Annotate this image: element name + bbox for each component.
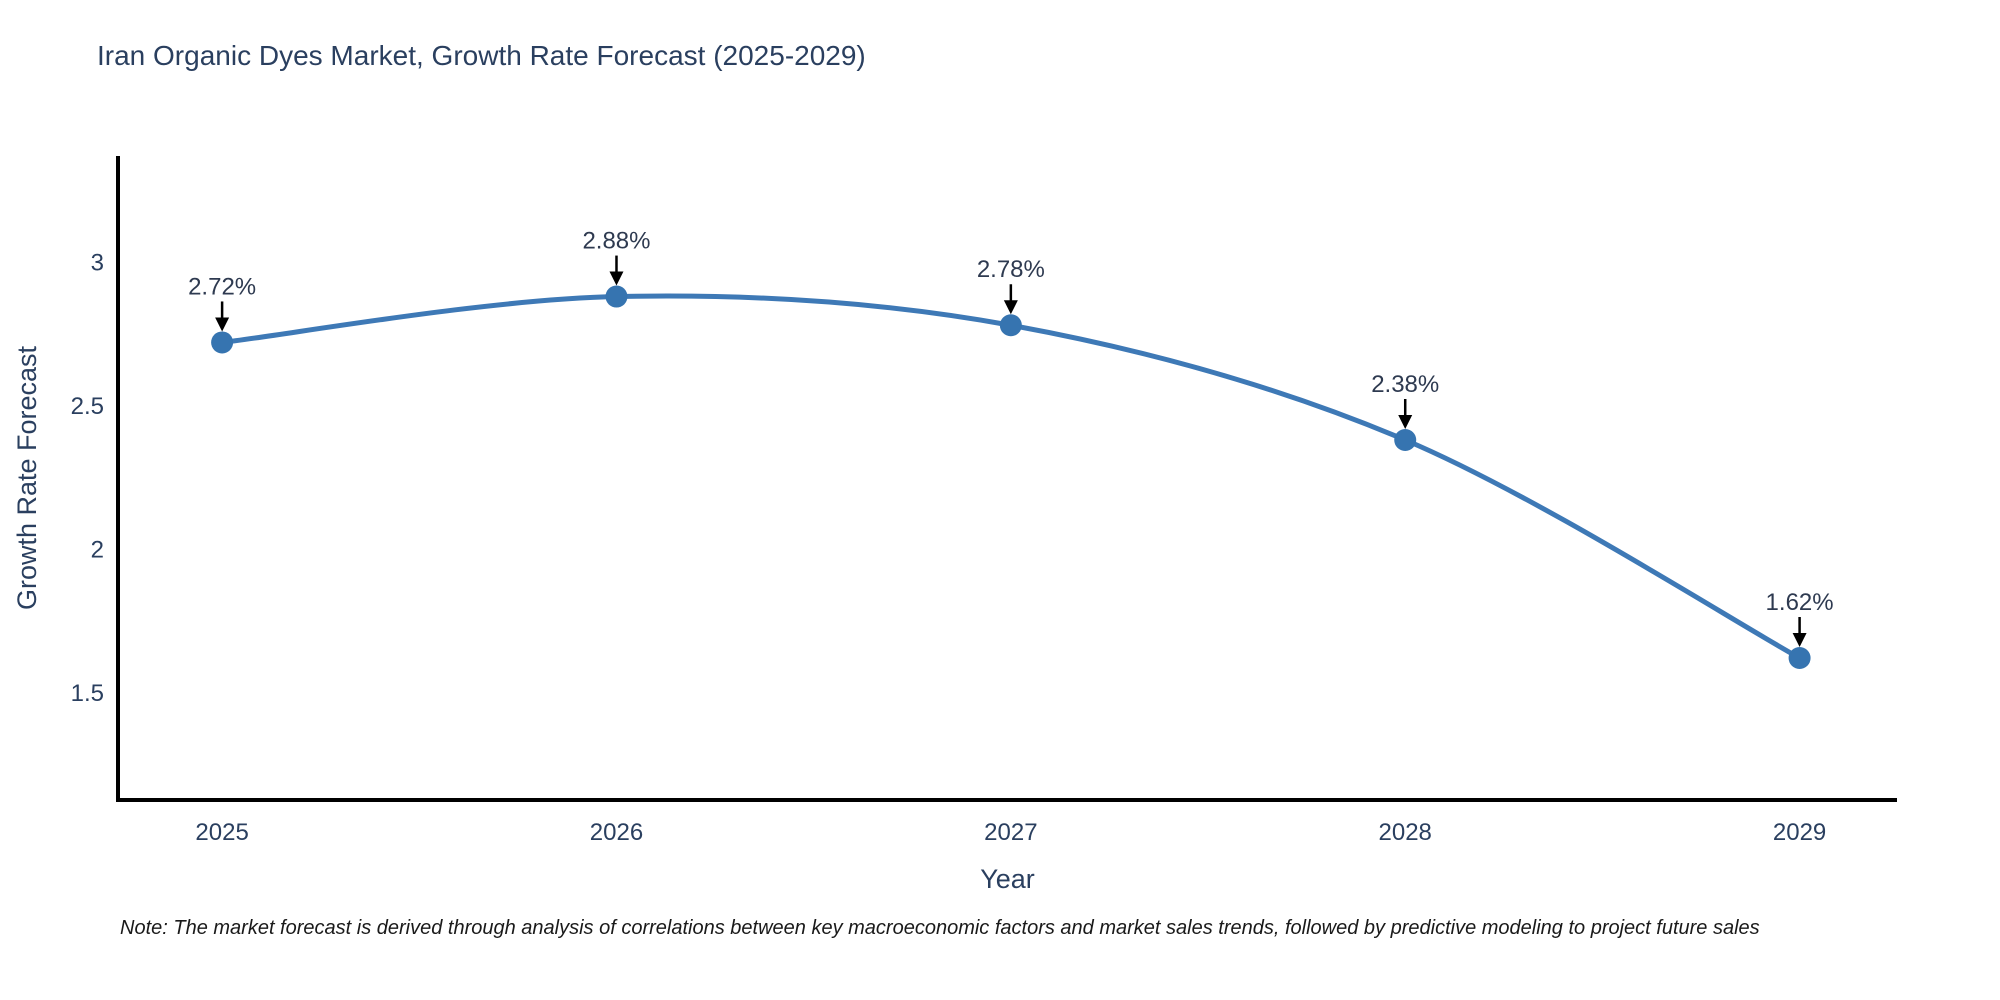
annotation-label: 2.72%: [188, 273, 256, 300]
chart-footnote: Note: The market forecast is derived thr…: [120, 917, 1760, 939]
annotation-label: 1.62%: [1766, 589, 1834, 616]
y-axis-title: Growth Rate Forecast: [12, 345, 42, 610]
series-line: [219, 293, 1803, 661]
x-tick-label: 2026: [590, 819, 643, 846]
chart-title: Iran Organic Dyes Market, Growth Rate Fo…: [97, 40, 866, 71]
annotation-arrow-head: [609, 271, 624, 286]
x-tick-label: 2025: [195, 819, 248, 846]
data-point-marker: [211, 331, 234, 354]
annotation-arrow-head: [1792, 633, 1807, 648]
y-tick-label: 3: [91, 250, 104, 277]
y-tick-label: 1.5: [71, 680, 104, 707]
point-annotations: 2.72% 2.88% 2.78% 2.38% 1.62%: [188, 228, 1834, 648]
annotation-arrow-head: [215, 317, 230, 332]
annotation-arrow-head: [1003, 300, 1018, 315]
axis-titles: Year Growth Rate Forecast: [12, 345, 1035, 894]
annotation-label: 2.38%: [1371, 371, 1439, 398]
annotation-label: 2.88%: [582, 228, 650, 255]
axis-spines: [116, 156, 1897, 802]
axes: [116, 156, 1897, 802]
x-tick-label: 2029: [1773, 819, 1826, 846]
annotation-label: 2.78%: [977, 256, 1045, 283]
data-point-marker: [1394, 428, 1417, 451]
y-tick-label: 2.5: [71, 393, 104, 420]
x-tick-label: 2028: [1379, 819, 1432, 846]
x-axis-title: Year: [980, 864, 1035, 894]
y-tick-label: 2: [91, 536, 104, 563]
annotation-arrow-head: [1398, 414, 1413, 429]
data-point-marker: [605, 285, 628, 308]
data-point-marker: [1788, 647, 1811, 670]
data-point-markers: [211, 285, 1811, 670]
data-point-marker: [999, 314, 1022, 337]
x-tick-label: 2027: [984, 819, 1037, 846]
tick-labels: 1.5 2 2.5 3 2025 2026 2027 2028 2029: [71, 250, 1827, 846]
series-line-group: [219, 293, 1803, 661]
